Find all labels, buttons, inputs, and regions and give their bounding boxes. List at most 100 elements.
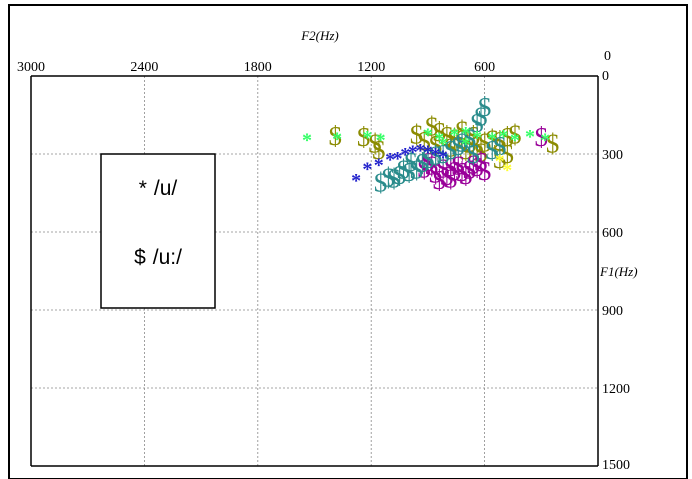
data-point-dollar: $ [478, 92, 492, 122]
x-tick-label: 0 [604, 49, 611, 64]
data-point-dollar: $ [429, 159, 443, 189]
data-point-dollar: $ [485, 135, 499, 165]
data-point-dollar: $ [432, 117, 446, 147]
y-tick-label: 0 [602, 69, 609, 84]
data-point-dollar: $ [440, 121, 454, 151]
legend-symbol: $ [134, 246, 146, 269]
y-tick-label: 300 [602, 148, 623, 163]
data-point-dollar: $ [329, 121, 343, 151]
data-point-asterisk: * [423, 141, 433, 163]
data-point-dollar: $ [455, 127, 469, 157]
data-point-asterisk: * [362, 158, 372, 180]
data-point-dollar: $ [444, 164, 458, 194]
data-point-asterisk: * [332, 128, 342, 150]
data-point-dollar: $ [444, 135, 458, 165]
data-point-dollar: $ [444, 152, 458, 182]
data-point-asterisk: * [438, 134, 448, 156]
data-point-asterisk: * [415, 140, 425, 162]
data-point-dollar: $ [432, 165, 446, 195]
data-point-dollar: $ [448, 123, 462, 153]
data-point-dollar: $ [444, 133, 458, 163]
data-point-dollar: $ [374, 168, 388, 198]
data-point-dollar: $ [467, 149, 481, 179]
data-point-asterisk: * [400, 144, 410, 166]
legend-entry-u-long: $ /u:/ [134, 246, 182, 269]
data-point-asterisk: * [434, 128, 444, 150]
data-point-dollar: $ [429, 130, 443, 160]
x-tick-label: 1800 [244, 60, 272, 75]
x-tick-labels: 3000 2400 1800 1200 600 0 [17, 49, 611, 75]
data-point-dollar: $ [417, 126, 431, 156]
x-tick-label: 600 [474, 60, 495, 75]
data-point-dollar: $ [421, 147, 435, 177]
data-point-asterisk: * [302, 130, 312, 152]
legend: * /u/ $ /u:/ [100, 153, 216, 309]
x-tick-label: 3000 [17, 60, 45, 75]
data-point-asterisk: * [351, 170, 361, 192]
data-point-dollar: $ [368, 129, 382, 159]
y-tick-label: 1500 [602, 458, 630, 473]
data-point-dollar: $ [387, 164, 401, 194]
data-point-dollar: $ [455, 157, 469, 187]
data-point-dollar: $ [485, 125, 499, 155]
data-point-dollar: $ [393, 160, 407, 190]
data-point-dollar: $ [417, 153, 431, 183]
data-point-dollar: $ [357, 122, 371, 152]
data-point-asterisk: * [385, 149, 395, 171]
data-point-dollar: $ [448, 156, 462, 186]
y-tick-label: 900 [602, 304, 623, 319]
data-point-dollar: $ [397, 155, 411, 185]
data-point-dollar: $ [474, 138, 488, 168]
data-point-dollar: $ [404, 147, 418, 177]
data-point-dollar: $ [493, 144, 507, 174]
legend-symbol: * [139, 177, 147, 200]
data-point-dollar: $ [463, 123, 477, 153]
data-point-dollar: $ [410, 155, 424, 185]
data-point-asterisk: * [374, 154, 384, 176]
data-point-dollar: $ [410, 120, 424, 150]
data-point-asterisk: * [449, 125, 459, 147]
grid-lines [31, 76, 598, 466]
data-point-dollar: $ [415, 148, 429, 178]
x-tick-label: 1200 [357, 60, 385, 75]
data-point-dollar: $ [451, 151, 465, 181]
data-point-dollar: $ [470, 131, 484, 161]
data-point-dollar: $ [535, 122, 549, 152]
data-point-dollar: $ [493, 126, 507, 156]
data-point-dollar: $ [474, 147, 488, 177]
data-point-asterisk: * [430, 144, 440, 166]
data-point-dollar: $ [467, 121, 481, 151]
data-point-asterisk: * [423, 125, 433, 147]
x-axis-label: F2(Hz) [300, 28, 339, 43]
data-point-asterisk: * [499, 126, 509, 148]
data-point-dollar: $ [463, 129, 477, 159]
data-point-dollar: $ [429, 140, 443, 170]
data-point-asterisk: * [472, 127, 482, 149]
data-point-asterisk: * [525, 126, 535, 148]
data-point-dollar: $ [474, 101, 488, 131]
data-point-dollar: $ [425, 151, 439, 181]
data-point-asterisk: * [461, 134, 471, 156]
data-point-asterisk: * [495, 151, 505, 173]
legend-label: /u/ [154, 177, 178, 200]
data-point-dollar: $ [478, 156, 492, 186]
data-point-asterisk: * [487, 128, 497, 150]
data-point-dollar: $ [459, 135, 473, 165]
data-point-asterisk: * [461, 123, 471, 145]
data-point-dollar: $ [436, 139, 450, 169]
data-point-dollar: $ [493, 131, 507, 161]
y-tick-labels: 0 300 600 900 1200 1500 [602, 69, 630, 473]
data-point-dollar: $ [421, 144, 435, 174]
data-point-asterisk: * [393, 148, 403, 170]
data-point-asterisk: * [438, 147, 448, 169]
data-point-dollar: $ [455, 125, 469, 155]
data-point-asterisk: * [376, 130, 386, 152]
data-point-dollar: $ [501, 139, 515, 169]
data-point-dollar: $ [436, 153, 450, 183]
data-point-asterisk: * [362, 127, 372, 149]
data-point-dollar: $ [470, 152, 484, 182]
data-point-dollar: $ [455, 116, 469, 146]
y-tick-label: 1200 [602, 382, 630, 397]
data-point-dollar: $ [425, 112, 439, 142]
